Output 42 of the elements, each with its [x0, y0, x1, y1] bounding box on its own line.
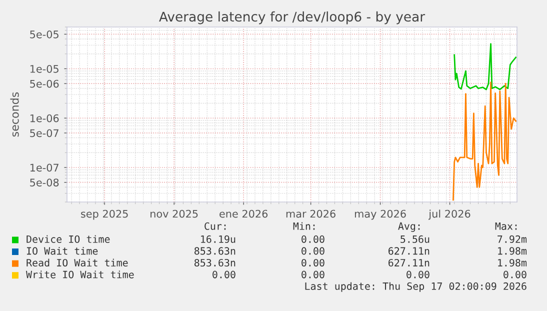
text: 5.56u — [400, 235, 430, 243]
y-tick-label: 5e-07 — [30, 129, 58, 138]
text: Cur: — [204, 222, 226, 230]
x-tick-label: ene 2026 — [220, 210, 268, 218]
x-tick-label: nov 2025 — [150, 210, 198, 218]
text: Last update: Thu Sep 17 02:00:09 2026 — [305, 282, 526, 292]
text: 627.11n — [388, 258, 430, 267]
text: Max: — [495, 222, 517, 230]
legend-label: IO Wait time — [26, 246, 98, 255]
text: 0.00 — [406, 270, 430, 278]
y-tick-label: 5e-05 — [30, 30, 58, 38]
text: Min: — [293, 222, 315, 230]
y-tick-label: 5e-08 — [30, 178, 59, 186]
line-series — [454, 43, 517, 90]
text: 853.63n — [194, 258, 236, 267]
legend-label: Write IO Wait time — [26, 270, 134, 278]
text: Avg: — [398, 222, 420, 232]
text: 0.00 — [302, 247, 324, 255]
text: 0.00 — [302, 258, 324, 267]
line-series — [452, 82, 517, 201]
text: 853.63n — [194, 247, 236, 255]
y-tick-label: 1e-05 — [30, 64, 58, 73]
y-tick-label: 1e-07 — [30, 164, 58, 172]
text: 1.98m — [498, 258, 527, 267]
chart-title: Average latency for /dev/loop6 - by year — [159, 11, 426, 24]
text: 0.00 — [302, 270, 324, 278]
x-tick-label: jul 2026 — [428, 210, 470, 220]
x-tick-label: mar 2026 — [286, 210, 336, 218]
text: 16.19u — [201, 235, 236, 243]
text: 627.11n — [388, 247, 430, 255]
legend-label: Read IO Wait time — [26, 258, 128, 267]
y-tick-label: 1e-06 — [30, 114, 59, 122]
text: 0.00 — [212, 270, 236, 278]
x-tick-label: sep 2025 — [81, 210, 128, 220]
legend-label: Device IO time — [26, 235, 110, 243]
text: 0.00 — [504, 270, 526, 278]
text: 1.98m — [498, 247, 527, 255]
y-axis-title: seconds — [10, 92, 19, 137]
y-tick-label: 5e-06 — [30, 80, 59, 88]
text: 0.00 — [302, 235, 324, 243]
text: 7.92m — [498, 235, 527, 243]
x-tick-label: may 2026 — [354, 210, 406, 220]
